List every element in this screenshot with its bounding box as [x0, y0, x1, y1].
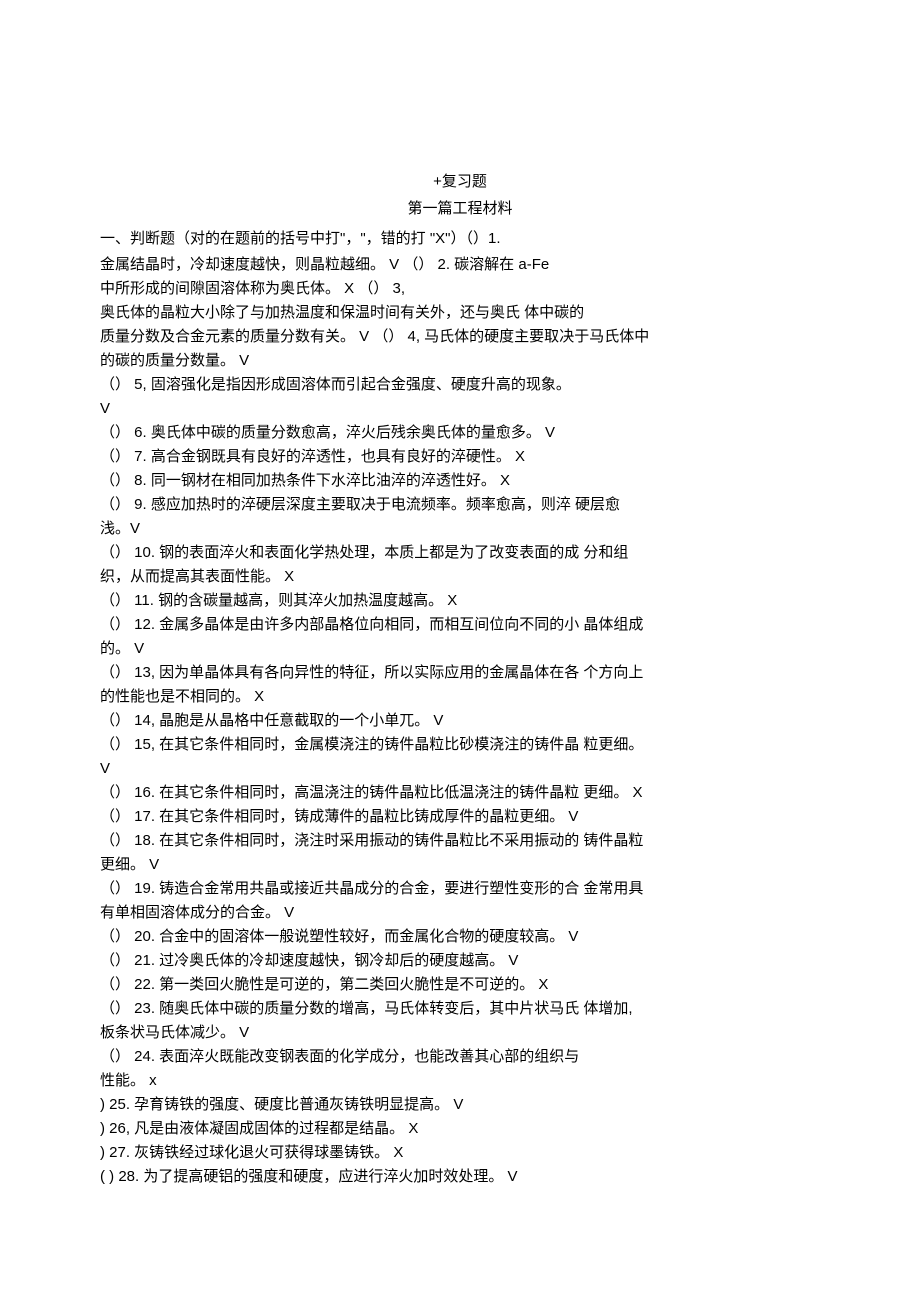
question-line-15: （） 12. 金属多晶体是由许多内部晶格位向相同，而相互间位向不同的小 晶体组成: [100, 613, 820, 637]
question-line-18: 的性能也是不相同的。 X: [100, 685, 820, 709]
section-title: 一、判断题（对的在题前的括号中打"，"，错的打 "X"）（）1.: [100, 227, 820, 251]
question-line-27: 有单相固溶体成分的合金。 V: [100, 901, 820, 925]
question-line-13: 织，从而提高其表面性能。 X: [100, 565, 820, 589]
question-line-22: （） 16. 在其它条件相同时，高温浇注的铸件晶粒比低温浇注的铸件晶粒 更细。 …: [100, 781, 820, 805]
question-line-11: 浅。V: [100, 517, 820, 541]
question-line-4: 的碳的质量分数量。 V: [100, 349, 820, 373]
question-line-0: 金属结晶时，冷却速度越快，则晶粒越细。 V （） 2. 碳溶解在 a-Fe: [100, 253, 820, 277]
question-line-21: V: [100, 757, 820, 781]
question-line-19: （） 14, 晶胞是从晶格中任意截取的一个小单兀。 V: [100, 709, 820, 733]
question-line-3: 质量分数及合金元素的质量分数有关。 V （） 4, 马氏体的硬度主要取决于马氏体…: [100, 325, 820, 349]
question-line-12: （） 10. 钢的表面淬火和表面化学热处理，本质上都是为了改变表面的成 分和组: [100, 541, 820, 565]
question-line-7: （） 6. 奥氏体中碳的质量分数愈高，淬火后残余奥氏体的量愈多。 V: [100, 421, 820, 445]
question-line-33: （） 24. 表面淬火既能改变钢表面的化学成分，也能改善其心部的组织与: [100, 1045, 820, 1069]
question-line-25: 更细。 V: [100, 853, 820, 877]
question-line-24: （） 18. 在其它条件相同时，浇注时采用振动的铸件晶粒比不采用振动的 铸件晶粒: [100, 829, 820, 853]
question-line-31: （） 23. 随奥氏体中碳的质量分数的增高，马氏体转变后，其中片状马氏 体增加,: [100, 997, 820, 1021]
question-line-9: （） 8. 同一钢材在相同加热条件下水淬比油淬的淬透性好。 X: [100, 469, 820, 493]
question-line-32: 板条状马氏体减少。 V: [100, 1021, 820, 1045]
question-line-37: ) 27. 灰铸铁经过球化退火可获得球墨铸铁。 X: [100, 1141, 820, 1165]
question-line-14: （） 11. 钢的含碳量越高，则其淬火加热温度越高。 X: [100, 589, 820, 613]
question-line-30: （） 22. 第一类回火脆性是可逆的，第二类回火脆性是不可逆的。 X: [100, 973, 820, 997]
question-line-35: ) 25. 孕育铸铁的强度、硬度比普通灰铸铁明显提高。 V: [100, 1093, 820, 1117]
question-line-17: （） 13, 因为单晶体具有各向异性的特征，所以实际应用的金属晶体在各 个方向上: [100, 661, 820, 685]
question-line-38: ( ) 28. 为了提高硬铝的强度和硬度，应进行淬火加时效处理。 V: [100, 1165, 820, 1189]
question-line-29: （） 21. 过冷奥氏体的冷却速度越快，钢冷却后的硬度越高。 V: [100, 949, 820, 973]
question-line-28: （） 20. 合金中的固溶体一般说塑性较好，而金属化合物的硬度较高。 V: [100, 925, 820, 949]
header-subtitle: 第一篇工程材料: [100, 197, 820, 221]
question-line-10: （） 9. 感应加热时的淬硬层深度主要取决于电流频率。频率愈高，则淬 硬层愈: [100, 493, 820, 517]
question-line-34: 性能。 x: [100, 1069, 820, 1093]
document-content: 金属结晶时，冷却速度越快，则晶粒越细。 V （） 2. 碳溶解在 a-Fe中所形…: [100, 253, 820, 1189]
question-line-23: （） 17. 在其它条件相同时，铸成薄件的晶粒比铸成厚件的晶粒更细。 V: [100, 805, 820, 829]
question-line-5: （） 5, 固溶强化是指因形成固溶体而引起合金强度、硬度升高的现象。: [100, 373, 820, 397]
question-line-36: ) 26, 凡是由液体凝固成固体的过程都是结晶。 X: [100, 1117, 820, 1141]
header-title: +复习题: [100, 170, 820, 194]
question-line-26: （） 19. 铸造合金常用共晶或接近共晶成分的合金，要进行塑性变形的合 金常用具: [100, 877, 820, 901]
question-line-1: 中所形成的间隙固溶体称为奥氏体。 X （） 3,: [100, 277, 820, 301]
question-line-2: 奥氏体的晶粒大小除了与加热温度和保温时间有关外，还与奥氏 体中碳的: [100, 301, 820, 325]
question-line-6: V: [100, 397, 820, 421]
question-line-8: （） 7. 高合金钢既具有良好的淬透性，也具有良好的淬硬性。 X: [100, 445, 820, 469]
question-line-16: 的。 V: [100, 637, 820, 661]
question-line-20: （） 15, 在其它条件相同时，金属模浇注的铸件晶粒比砂模浇注的铸件晶 粒更细。: [100, 733, 820, 757]
